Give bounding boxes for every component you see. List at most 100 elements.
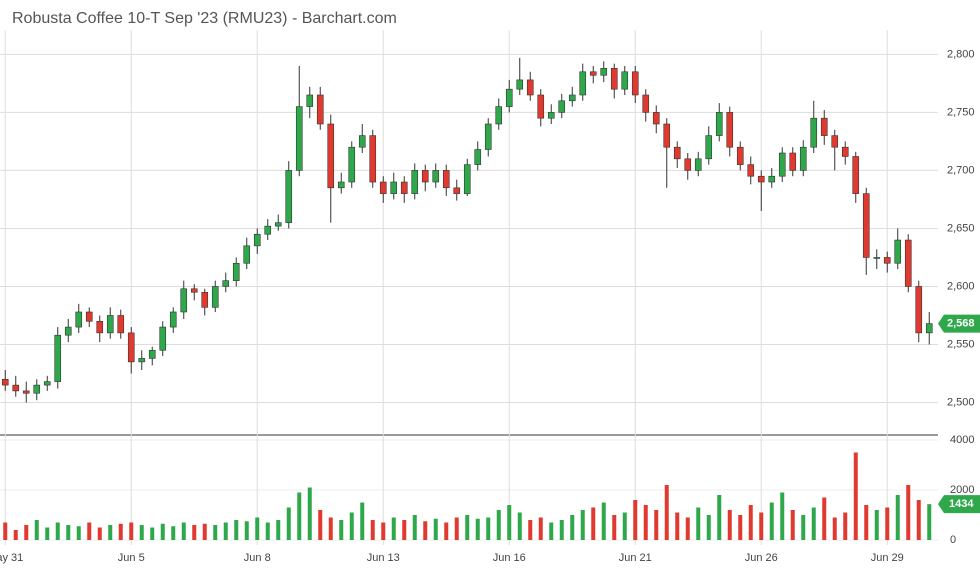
candle-body	[85, 311, 93, 322]
volume-bar	[139, 525, 144, 540]
volume-bar	[664, 485, 669, 540]
volume-bar	[927, 504, 932, 540]
volume-bar	[591, 507, 596, 540]
y-tick-label: 2000	[950, 484, 974, 496]
volume-bar	[286, 507, 291, 540]
volume-bar	[801, 515, 806, 540]
candle-body	[421, 170, 429, 183]
candle-body	[673, 146, 681, 160]
volume-bar	[874, 510, 879, 540]
candle-body	[558, 100, 566, 113]
volume-bar	[255, 517, 260, 540]
volume-bar	[66, 525, 71, 540]
candle-body	[33, 384, 41, 394]
volume-bar	[916, 500, 921, 540]
volume-bar	[34, 520, 39, 540]
candle-body	[600, 67, 608, 76]
volume-bar	[213, 525, 218, 540]
candle-body	[348, 146, 356, 183]
candle-body	[442, 170, 450, 189]
y-tick-label: 2,550	[947, 338, 975, 350]
y-tick-label: 2,650	[947, 222, 975, 234]
candle-body	[516, 79, 524, 90]
candle-body	[306, 94, 314, 107]
volume-bar	[349, 512, 354, 540]
candle-body	[757, 175, 765, 183]
candle-body	[12, 384, 20, 392]
candle-body	[358, 135, 366, 148]
candle-body	[915, 286, 923, 334]
volume-bar	[108, 525, 113, 540]
candle-body	[715, 112, 723, 136]
x-tick-label: Jun 16	[493, 552, 526, 564]
x-tick-label: Jun 5	[118, 552, 145, 564]
x-tick-label: May 31	[0, 552, 23, 564]
volume-bar	[412, 515, 417, 540]
candle-body	[190, 288, 198, 293]
candle-body	[579, 71, 587, 96]
x-tick-label: Jun 13	[367, 552, 400, 564]
volume-bar	[843, 512, 848, 540]
x-tick-label: Jun 21	[619, 552, 652, 564]
candle-body	[894, 239, 902, 264]
candle-body	[117, 315, 125, 334]
volume-bar	[622, 512, 627, 540]
volume-bar	[559, 520, 564, 540]
candle-body	[589, 71, 597, 76]
volume-bar	[685, 517, 690, 540]
candle-body	[379, 181, 387, 194]
volume-bar	[538, 517, 543, 540]
volume-bar	[486, 517, 491, 540]
candle-body	[96, 320, 104, 334]
volume-bar	[675, 512, 680, 540]
volume-bar	[706, 515, 711, 540]
candle-body	[904, 239, 912, 287]
volume-bar	[780, 492, 785, 540]
volume-bar	[822, 497, 827, 540]
volume-bar	[339, 520, 344, 540]
volume-bar	[160, 523, 165, 540]
candle-body	[390, 181, 398, 194]
volume-bar	[633, 500, 638, 540]
candle-body	[106, 315, 114, 334]
volume-bar	[759, 512, 764, 540]
volume-bar	[895, 495, 900, 540]
candle-body	[253, 233, 261, 247]
volume-bar	[402, 520, 407, 540]
volume-bar	[55, 522, 60, 540]
volume-bar	[727, 510, 732, 540]
candle-body	[631, 71, 639, 96]
volume-bar	[202, 523, 207, 540]
volume-bar	[192, 525, 197, 540]
volume-bar	[381, 522, 386, 540]
chart-title: Robusta Coffee 10-T Sep '23 (RMU23) - Ba…	[12, 10, 397, 27]
volume-bar	[643, 505, 648, 540]
candle-body	[337, 181, 345, 189]
volume-bar	[601, 502, 606, 540]
candle-body	[54, 334, 62, 382]
candle-body	[138, 358, 146, 363]
volume-bar	[307, 487, 312, 540]
candle-body	[232, 262, 240, 281]
candle-body	[159, 326, 167, 351]
volume-bar	[832, 517, 837, 540]
candle-body	[537, 94, 545, 119]
candle-body	[820, 117, 828, 136]
candle-body	[211, 286, 219, 308]
y-tick-label: 2,600	[947, 280, 975, 292]
volume-bar	[360, 502, 365, 540]
y-tick-label: 4000	[950, 434, 974, 446]
y-tick-label: 0	[950, 534, 956, 546]
candle-body	[768, 175, 776, 183]
volume-bar	[717, 495, 722, 540]
candle-body	[400, 181, 408, 194]
volume-bar	[549, 522, 554, 540]
volume-bar	[3, 522, 8, 540]
volume-bar	[24, 525, 29, 540]
candle-body	[327, 123, 335, 189]
candle-body	[264, 225, 272, 235]
candle-body	[43, 381, 51, 386]
volume-bar	[223, 522, 228, 540]
